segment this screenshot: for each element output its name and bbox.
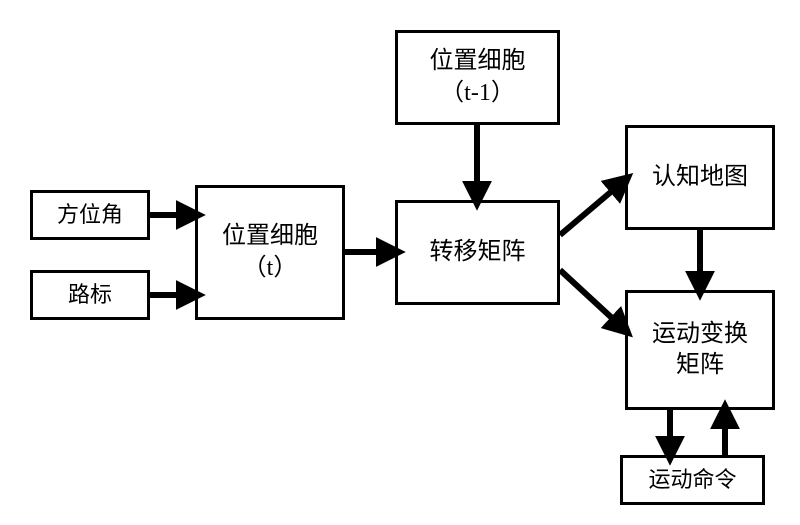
node-place-tm1: 位置细胞 （t-1） (395, 30, 560, 125)
edge-trans-to-motion (560, 270, 625, 330)
node-cogmap: 认知地图 (625, 125, 775, 230)
edge-trans-to-cogmap (560, 180, 625, 235)
node-cmd: 运动命令 (620, 455, 765, 505)
node-cmd-label: 运动命令 (648, 466, 736, 495)
node-place-t-label: 位置细胞 （t） (222, 221, 318, 283)
node-cogmap-label: 认知地图 (652, 162, 748, 193)
node-landmark: 路标 (30, 270, 150, 320)
node-place-t: 位置细胞 （t） (195, 185, 345, 320)
node-place-tm1-label: 位置细胞 （t-1） (430, 46, 526, 108)
node-motion-label: 运动变换 矩阵 (652, 319, 748, 381)
node-landmark-label: 路标 (68, 281, 112, 310)
node-trans-label: 转移矩阵 (430, 237, 526, 268)
node-trans: 转移矩阵 (395, 200, 560, 305)
node-azimuth-label: 方位角 (57, 201, 123, 230)
node-motion: 运动变换 矩阵 (625, 290, 775, 410)
node-azimuth: 方位角 (30, 190, 150, 240)
